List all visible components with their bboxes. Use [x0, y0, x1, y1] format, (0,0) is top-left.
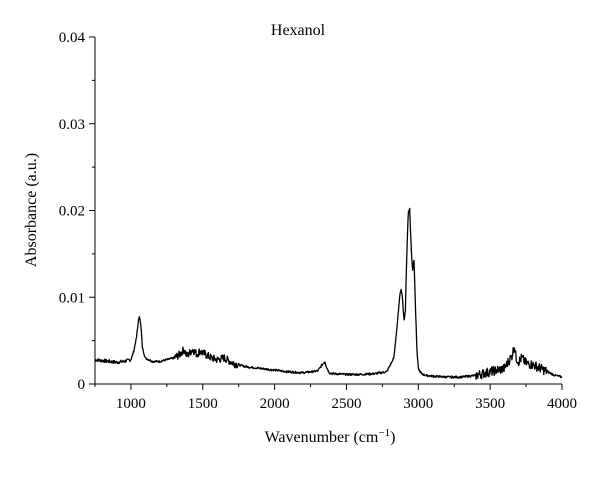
- y-tick-label: 0.03: [59, 117, 85, 133]
- y-tick-label: 0.01: [59, 290, 85, 306]
- x-tick-label: 4000: [547, 396, 577, 412]
- x-ticks: 1000 1500 2000 2500 3000 3500 4000: [94, 384, 577, 412]
- x-tick-label: 3000: [403, 396, 433, 412]
- x-axis-label-superscript: −1: [378, 427, 390, 439]
- y-tick-label: 0: [78, 377, 86, 393]
- x-tick-label: 1000: [116, 396, 146, 412]
- y-tick-label: 0.02: [59, 204, 85, 220]
- chart-title: Hexanol: [271, 22, 326, 39]
- x-axis-label: Wavenumber (cm−1): [265, 427, 396, 446]
- y-axis-label: Absorbance (a.u.): [23, 153, 40, 267]
- x-tick-label: 3500: [475, 396, 505, 412]
- x-tick-label: 2000: [260, 396, 290, 412]
- x-tick-label: 2500: [331, 396, 361, 412]
- spectrum-line: [94, 207, 563, 380]
- x-axis-label-main: Wavenumber (cm: [265, 429, 379, 446]
- x-axis-label-close: ): [390, 429, 395, 446]
- x-tick-label: 1500: [188, 396, 218, 412]
- y-tick-label: 0.04: [59, 30, 86, 46]
- y-ticks: 0 0.01 0.02 0.03 0.04: [59, 30, 95, 393]
- plot-area: 0 0.01 0.02 0.03 0.04 1000 1500 2000 2500 3000 35…: [59, 30, 577, 412]
